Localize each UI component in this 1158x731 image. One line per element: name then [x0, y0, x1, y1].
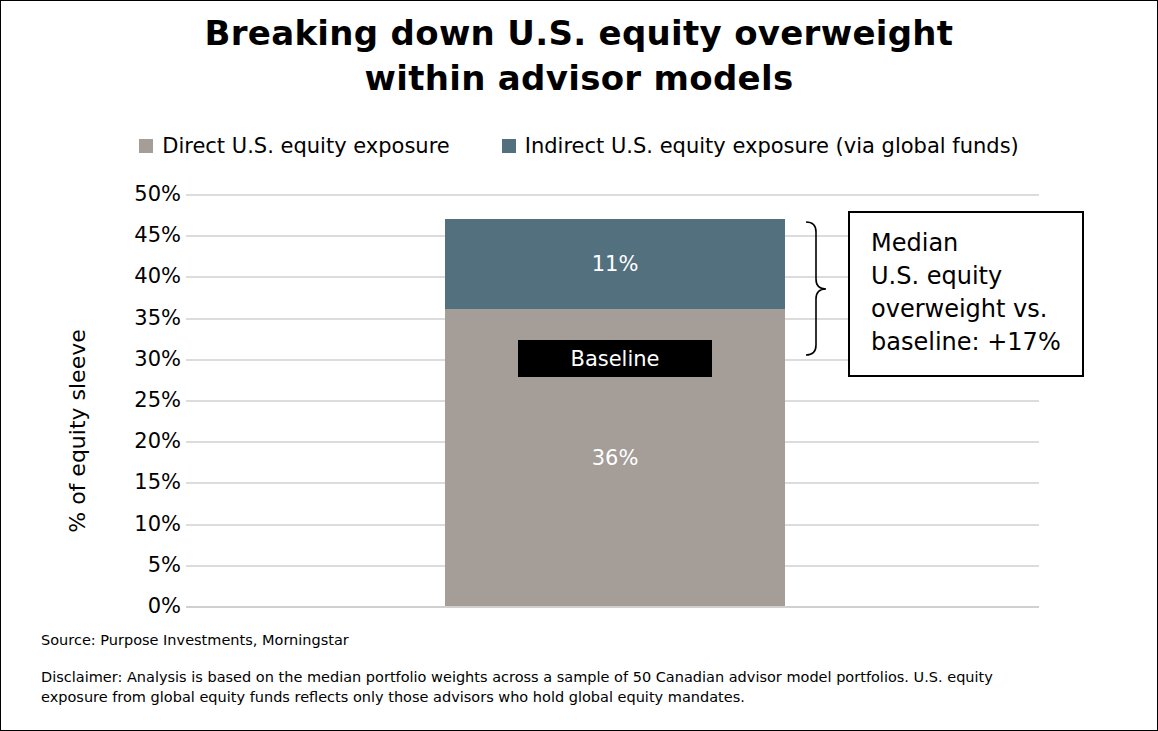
- annotation-box: Median U.S. equity overweight vs. baseli…: [848, 211, 1084, 377]
- baseline-tag: Baseline: [518, 340, 712, 377]
- legend: Direct U.S. equity exposure Indirect U.S…: [1, 134, 1157, 158]
- y-tick-label: 15%: [81, 472, 181, 493]
- y-tick-label: 20%: [81, 431, 181, 452]
- baseline-tag-label: Baseline: [570, 347, 659, 371]
- y-tick-label: 45%: [81, 225, 181, 246]
- legend-swatch-direct-icon: [139, 139, 153, 153]
- bar-segment-indirect: 11%: [445, 219, 785, 310]
- annotation-line3: overweight vs.: [871, 293, 1072, 326]
- chart-canvas: Breaking down U.S. equity overweight wit…: [0, 0, 1158, 731]
- y-tick-label: 35%: [81, 308, 181, 329]
- annotation-line2: U.S. equity: [871, 260, 1072, 293]
- y-tick-label: 40%: [81, 266, 181, 287]
- disclaimer-text: Disclaimer: Analysis is based on the med…: [41, 667, 1056, 707]
- brace-icon: [794, 213, 838, 365]
- y-tick-label: 25%: [81, 390, 181, 411]
- chart-title-line2: within advisor models: [1, 56, 1157, 101]
- y-tick-label: 5%: [81, 555, 181, 576]
- legend-label-direct: Direct U.S. equity exposure: [162, 134, 450, 158]
- chart-title-line1: Breaking down U.S. equity overweight: [1, 11, 1157, 56]
- bar-label-direct: 36%: [592, 446, 639, 470]
- legend-swatch-indirect-icon: [502, 139, 516, 153]
- y-tick-label: 0%: [81, 596, 181, 617]
- legend-item-direct: Direct U.S. equity exposure: [139, 134, 450, 158]
- chart-title: Breaking down U.S. equity overweight wit…: [1, 11, 1157, 101]
- y-axis-title: % of equity sleeve: [65, 315, 95, 547]
- annotation-line1: Median: [871, 227, 1072, 260]
- source-text: Source: Purpose Investments, Morningstar: [41, 632, 349, 648]
- gridline: [186, 606, 1039, 608]
- bar-label-indirect: 11%: [592, 252, 639, 276]
- y-tick-label: 30%: [81, 349, 181, 370]
- gridline: [186, 194, 1039, 196]
- legend-item-indirect: Indirect U.S. equity exposure (via globa…: [502, 134, 1019, 158]
- annotation-line4: baseline: +17%: [871, 326, 1072, 359]
- y-tick-label: 50%: [81, 184, 181, 205]
- legend-label-indirect: Indirect U.S. equity exposure (via globa…: [525, 134, 1019, 158]
- y-tick-label: 10%: [81, 514, 181, 535]
